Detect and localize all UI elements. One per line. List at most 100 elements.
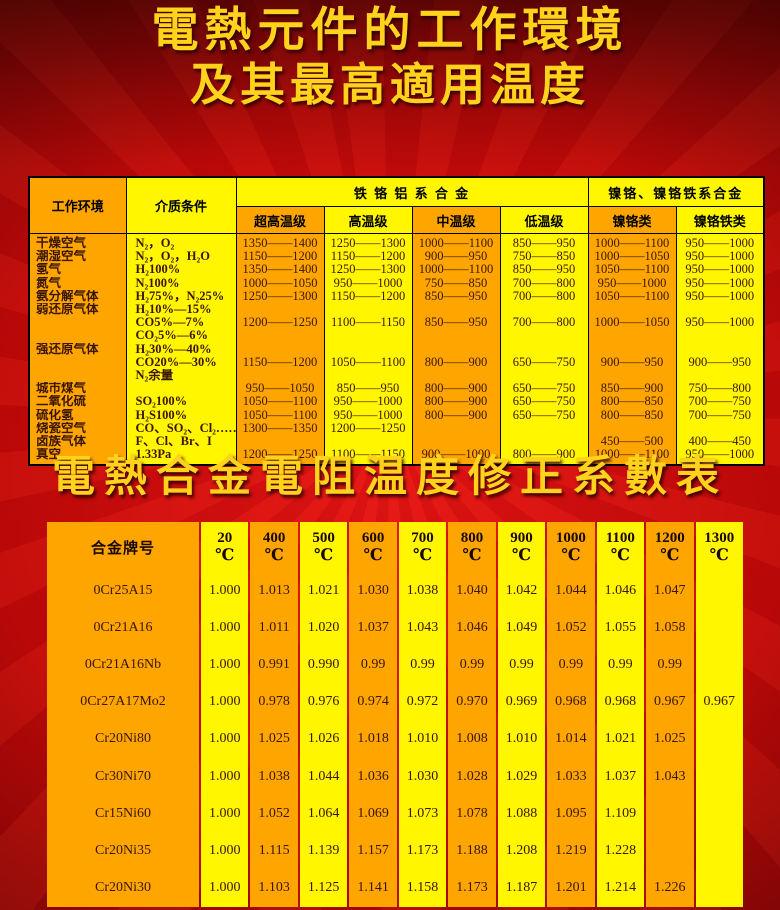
coef-cell-value: 1.208	[497, 832, 546, 870]
coef-cell-value: 1.000	[201, 609, 249, 647]
env-cell-temp-range: 1250——1300	[323, 233, 413, 251]
coef-cell-value: 1.000	[201, 572, 249, 610]
coef-header-temp-unit: ℃	[709, 547, 729, 564]
coef-cell-value: 0.99	[646, 646, 694, 684]
env-cell-temp-range: 1000——1050	[235, 276, 325, 290]
coef-cell-value: 1.000	[201, 832, 249, 870]
coef-cell-value: 1.044	[547, 572, 595, 610]
coef-cell-value: 0.99	[448, 646, 496, 684]
coef-cell-value: 1.037	[596, 757, 645, 796]
coef-header-alloy-grade: 合金牌号	[47, 522, 199, 572]
env-cell-temp-range	[587, 329, 677, 343]
coef-cell-value: 1.125	[299, 869, 348, 907]
coef-cell-grade: Cr20Ni80	[47, 720, 199, 758]
env-cell-medium: H₂30%—40%	[125, 342, 237, 356]
env-cell-temp-range: 1250——1300	[235, 289, 325, 304]
env-cell-environment: 氮气	[28, 276, 127, 290]
env-cell-temp-range	[235, 435, 325, 449]
env-table-line: 烧瓷空气 CO、SO₂、Cl₂…… 1300——1350 1200——1250	[28, 421, 765, 436]
env-cell-environment: 强还原气体	[28, 342, 127, 356]
env-cell-environment: 氨分解气体	[28, 289, 127, 304]
env-cell-temp-range: 700——800	[499, 289, 589, 304]
coef-cell-grade: Cr20Ni30	[47, 869, 199, 907]
env-table-line: 卤族气体 F、Cl、Br、I 450——500 400——450	[28, 435, 765, 449]
coef-header-temp-unit: ℃	[561, 547, 581, 564]
coef-cell-value: 0.99	[349, 646, 397, 684]
coef-cell-value: 1.042	[497, 572, 546, 610]
coef-cell-value: 1.058	[646, 609, 694, 647]
env-cell-temp-range: 1050——1100	[587, 289, 677, 304]
coef-cell-grade: Cr20Ni35	[47, 832, 199, 870]
env-cell-temp-range: 650——750	[499, 408, 589, 422]
coef-cell-value: 1.013	[250, 572, 298, 610]
coef-cell-value: 0.99	[398, 646, 447, 684]
coef-cell-value: 0.978	[250, 683, 298, 721]
env-table-line: 真空 1.33Pa 1200——1250 1100——1150 900——1000 800…	[28, 448, 765, 466]
env-cell-temp-range: 700——750	[675, 408, 765, 422]
env-cell-temp-range	[587, 303, 677, 317]
env-cell-temp-range: 950——1000	[675, 276, 765, 290]
env-cell-temp-range: 850——950	[411, 316, 501, 330]
coef-header-temp-500: 500 ℃	[299, 522, 348, 572]
env-cell-temp-range: 1350——1400	[235, 233, 325, 251]
coef-cell-value	[646, 832, 694, 870]
coef-cell-value: 1.021	[596, 720, 645, 758]
environment-max-temperature-table: 工作环境 介质条件 铁 铬 铝 系 合 金 镍铬、镍铬铁系合金 超高温级 高温级中…	[28, 176, 766, 467]
env-cell-temp-range	[675, 421, 765, 436]
env-cell-temp-range: 800——900	[411, 395, 501, 409]
env-cell-medium: H₂75%，N₂25%	[125, 289, 237, 304]
coef-table-row: Cr30Ni70 1.000 1.038 1.044 1.036 1.030 1.028 1.…	[47, 757, 743, 796]
env-cell-temp-range: 1200——1250	[235, 448, 325, 466]
env-cell-medium: H₂10%—15%	[125, 303, 237, 317]
env-cell-environment: 二氧化硫	[28, 395, 127, 409]
coef-header-temp-800: 800 ℃	[448, 522, 496, 572]
env-cell-medium: CO20%—30%	[125, 355, 237, 370]
coef-cell-value: 1.000	[201, 683, 249, 721]
coef-cell-value	[695, 609, 743, 647]
coef-header-temp-value: 1000	[555, 530, 586, 546]
env-cell-temp-range	[675, 369, 765, 383]
env-cell-medium: CO5%—7%	[125, 316, 237, 330]
coef-header-temp-unit: ℃	[462, 547, 482, 564]
env-header-group-fecral-alloy: 铁 铬 铝 系 合 金	[235, 176, 589, 207]
env-cell-temp-range: 850——950	[499, 263, 589, 277]
coef-header-temp-unit: ℃	[215, 547, 235, 564]
env-subheader-grade-1: 高温级	[323, 206, 413, 234]
env-cell-temp-range: 750——800	[675, 382, 765, 396]
coef-table-row: 0Cr25A15 1.000 1.013 1.021 1.030 1.038 1.040 1.…	[47, 572, 743, 610]
coef-header-temp-value: 20	[217, 530, 233, 546]
coef-cell-value: 1.043	[646, 757, 694, 796]
coef-cell-value: 1.064	[299, 795, 348, 833]
coef-cell-value	[695, 869, 743, 907]
env-cell-temp-range	[235, 369, 325, 383]
coef-header-temp-600: 600 ℃	[349, 522, 397, 572]
coef-cell-value: 1.040	[448, 572, 496, 610]
coef-cell-value: 1.078	[448, 795, 496, 833]
env-cell-temp-range	[411, 369, 501, 383]
env-cell-medium: H₂S100%	[125, 408, 237, 422]
coef-cell-value: 0.967	[646, 683, 694, 721]
env-cell-environment: 卤族气体	[28, 435, 127, 449]
env-cell-medium: N₂，O₂，H₂O	[125, 250, 237, 264]
coef-cell-grade: 0Cr25A15	[47, 572, 199, 610]
env-subheader-grade-4: 镍铬类	[587, 206, 677, 234]
env-cell-temp-range: 1000——1100	[411, 233, 501, 251]
env-cell-temp-range: 1150——1200	[235, 355, 325, 370]
env-cell-temp-range: 800——850	[587, 408, 677, 422]
env-cell-temp-range: 800——900	[411, 382, 501, 396]
env-cell-temp-range	[411, 329, 501, 343]
coef-header-temp-unit: ℃	[660, 547, 680, 564]
coef-cell-value: 1.173	[448, 869, 496, 907]
env-table-header-row-1: 工作环境 介质条件 铁 铬 铝 系 合 金 镍铬、镍铬铁系合金	[28, 176, 765, 234]
env-cell-temp-range	[499, 369, 589, 383]
env-cell-temp-range	[499, 342, 589, 356]
env-cell-temp-range: 1200——1250	[323, 421, 413, 436]
coef-cell-value: 1.010	[497, 720, 546, 758]
coef-table-header-row: 合金牌号 20 ℃ 400 ℃ 500 ℃ 600 ℃ 700 ℃ 800 ℃ 900 ℃ 1000 ℃ 1100…	[47, 522, 743, 572]
env-cell-temp-range: 950——1050	[235, 382, 325, 396]
coef-cell-value: 1.228	[596, 832, 645, 870]
env-cell-medium: N₂，O₂	[125, 233, 237, 251]
coef-cell-value: 1.000	[201, 795, 249, 833]
env-cell-temp-range: 1300——1350	[235, 421, 325, 436]
coef-cell-value: 1.201	[547, 869, 595, 907]
